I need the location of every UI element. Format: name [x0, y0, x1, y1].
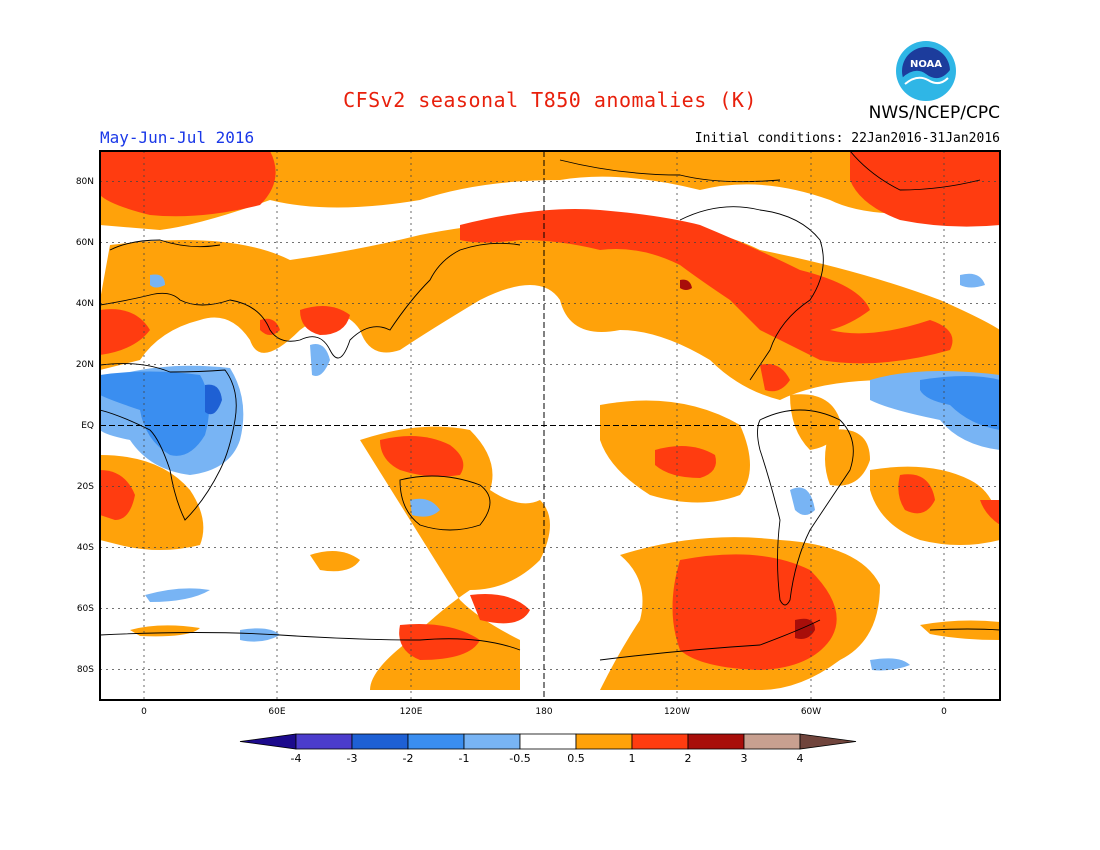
- colorbar-tick-label: -2: [403, 752, 414, 765]
- noaa-logo: NOAA: [896, 41, 956, 101]
- lon-label: 180: [535, 707, 552, 717]
- lat-label: EQ: [81, 421, 94, 431]
- colorbar-bin: [631, 733, 689, 750]
- colorbar-bin: [295, 733, 353, 750]
- coastlines: [100, 151, 1000, 661]
- longitude-labels: 0 60E 120E 180 120W 60W 0: [141, 707, 947, 717]
- lat-label: 20N: [76, 360, 94, 370]
- graticule: [100, 151, 1000, 700]
- initial-conditions: Initial conditions: 22Jan2016-31Jan2016: [694, 131, 1000, 146]
- colorbar-tick-label: 2: [685, 752, 692, 765]
- colorbar-bin: [239, 733, 297, 750]
- colorbar-bin: [407, 733, 465, 750]
- logo-text: NOAA: [910, 59, 942, 70]
- colorbar-tick-label: 0.5: [567, 752, 585, 765]
- colorbar-tick-label: -1: [459, 752, 470, 765]
- colorbar: -4 -3 -2 -1 -0.5 0.5 1 2 3 4: [239, 733, 857, 765]
- latitude-labels: 80N 60N 40N 20N EQ 20S 40S 60S 80S: [76, 177, 94, 675]
- colorbar-bin: [575, 733, 633, 750]
- colorbar-tick-label: -4: [291, 752, 302, 765]
- colorbar-bin: [519, 733, 577, 750]
- map-title: CFSv2 seasonal T850 anomalies (K): [343, 88, 757, 112]
- lon-label: 0: [141, 707, 147, 717]
- map-frame: [99, 150, 1001, 701]
- colorbar-tick-label: 4: [797, 752, 804, 765]
- lon-label: 120E: [400, 707, 423, 717]
- cool-anomaly-1-2: [100, 371, 1000, 456]
- colorbar-tick-label: -3: [347, 752, 358, 765]
- lat-label: 60N: [76, 238, 94, 248]
- warm-anomaly-2-3: [680, 279, 815, 639]
- lat-label: 40S: [77, 543, 94, 553]
- colorbar-bin: [463, 733, 521, 750]
- lat-label: 80N: [76, 177, 94, 187]
- colorbar-tick-label: -0.5: [509, 752, 530, 765]
- lat-label: 20S: [77, 482, 94, 492]
- lat-label: 80S: [77, 665, 94, 675]
- colorbar-tick-label: 3: [741, 752, 748, 765]
- colorbar-bin: [799, 733, 857, 750]
- reference-lines: [100, 151, 1000, 700]
- agency-label: NWS/NCEP/CPC: [868, 103, 1000, 123]
- lon-label: 120W: [664, 707, 690, 717]
- forecast-period: May-Jun-Jul 2016: [100, 128, 255, 147]
- warm-anomaly-1-2: [100, 151, 1000, 670]
- colorbar-tick-label: 1: [629, 752, 636, 765]
- lat-label: 40N: [76, 299, 94, 309]
- colorbar-bin: [351, 733, 409, 750]
- colorbar-bin: [743, 733, 801, 750]
- lat-label: 60S: [77, 604, 94, 614]
- colorbar-bin: [687, 733, 745, 750]
- anomaly-fields: [100, 151, 1000, 690]
- cool-anomaly-2-3: [205, 384, 222, 415]
- lon-label: 60W: [801, 707, 821, 717]
- lon-label: 0: [941, 707, 947, 717]
- lon-label: 60E: [268, 707, 285, 717]
